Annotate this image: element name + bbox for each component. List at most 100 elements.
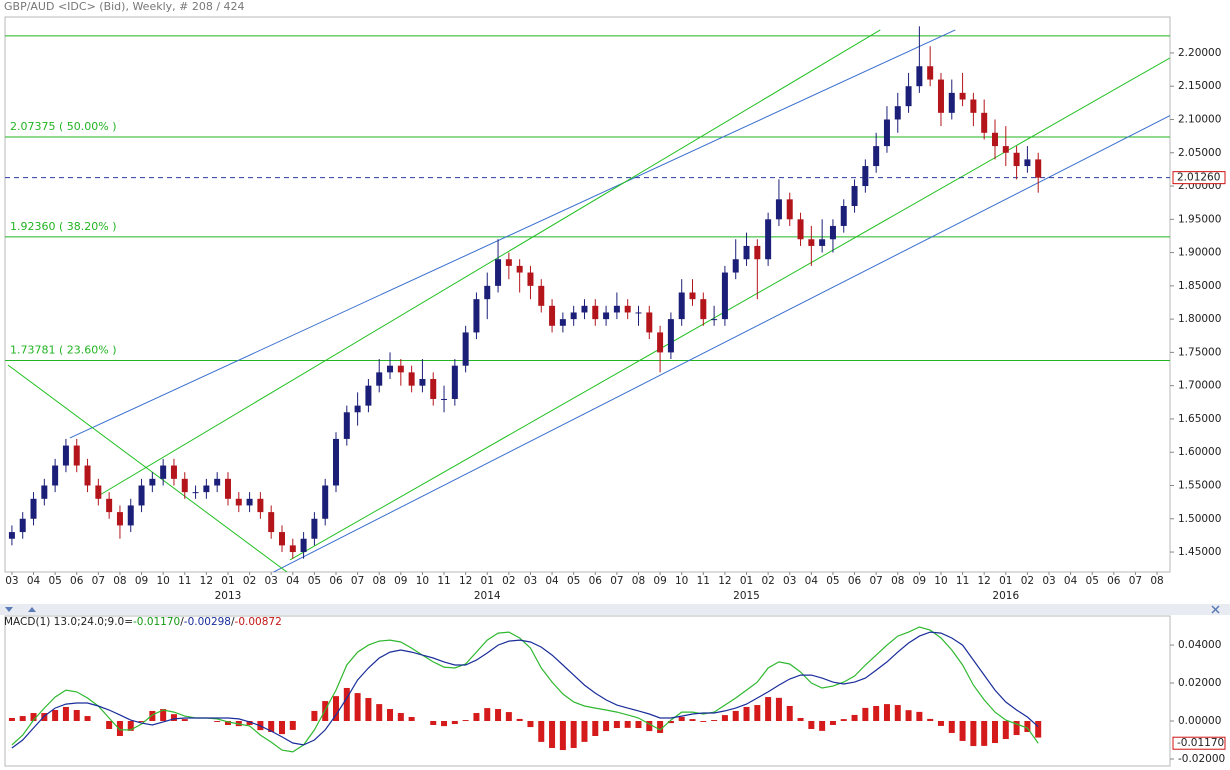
macd-plot (8, 626, 1042, 753)
macd-line (11, 626, 1039, 753)
histogram-bar (613, 721, 620, 729)
candle-body (387, 365, 394, 373)
macd-panel (4, 615, 1171, 767)
histogram-bar (224, 721, 231, 725)
histogram-bar (106, 721, 113, 729)
candle-body (1035, 159, 1042, 178)
candle-body (937, 79, 944, 113)
candle-body (268, 512, 275, 533)
histogram-bar (873, 706, 880, 721)
year-label: 2016 (992, 590, 1019, 602)
candle-body (635, 312, 642, 314)
candle-body (786, 199, 793, 220)
signal-line (11, 631, 1039, 749)
histogram-bar (441, 721, 448, 727)
candle-body (948, 92, 955, 113)
x-tick-label: 12 (978, 575, 991, 587)
last-value-box (1172, 736, 1226, 750)
candle-body (235, 498, 242, 506)
trend-line (99, 29, 881, 496)
macd-value: -0.00298 (184, 616, 231, 628)
histogram-bar (181, 719, 188, 721)
candle-body (808, 239, 815, 246)
y-tick-label: 1.80000 (1178, 313, 1221, 325)
price-panel (4, 16, 1171, 573)
x-tick-label: 03 (1042, 575, 1055, 587)
fib-label: 2.07375 ( 50.00% ) (10, 120, 117, 133)
candle-body (354, 405, 361, 413)
year-label: 2014 (474, 590, 501, 602)
candle-body (646, 312, 653, 333)
histogram-bar (30, 713, 37, 721)
candle-body (343, 412, 350, 439)
candle-body (52, 465, 59, 486)
candle-body (160, 465, 167, 479)
candle-body (73, 445, 80, 466)
histogram-bar (754, 705, 761, 721)
x-tick-label: 11 (956, 575, 969, 587)
candle-body (30, 498, 37, 519)
histogram-bar (991, 721, 998, 744)
candle-body (441, 398, 448, 400)
histogram-bar (127, 721, 134, 731)
candle-body (84, 465, 91, 486)
x-tick-label: 05 (308, 575, 321, 587)
histogram-bar (311, 710, 318, 721)
y-tick-label: 0.00000 (1178, 715, 1221, 727)
histogram-bar (516, 718, 523, 721)
histogram-bar (1024, 721, 1031, 733)
candle-body (613, 305, 620, 313)
histogram-bar (883, 704, 890, 721)
candle-body (700, 299, 707, 320)
candle-body (732, 259, 739, 273)
x-tick-label: 06 (1107, 575, 1121, 587)
y-tick-label: 1.50000 (1178, 513, 1221, 525)
candle-body (840, 205, 847, 226)
close-panel[interactable] (1211, 605, 1220, 614)
candle-body (127, 505, 134, 526)
histogram-bar (624, 721, 631, 728)
histogram-bar (462, 720, 469, 721)
histogram-bar (775, 697, 782, 721)
x-tick-label: 11 (697, 575, 710, 587)
histogram-bar (116, 721, 123, 736)
trend-line (69, 29, 956, 439)
x-tick-label: 07 (351, 575, 364, 587)
candle-body (19, 518, 26, 533)
y-tick-label: 1.55000 (1178, 479, 1221, 491)
candle-body (873, 146, 880, 167)
histogram-bar (840, 719, 847, 721)
x-tick-label: 04 (1064, 575, 1078, 587)
candle-body (851, 186, 858, 206)
candle-body (883, 119, 890, 147)
macd-header: MACD(1) 13.0;24.0;9.0=-0.01170/-0.00298/… (4, 616, 282, 628)
y-tick-label: 1.45000 (1178, 546, 1221, 558)
candle-body (170, 465, 177, 479)
histogram-bar (981, 721, 988, 746)
histogram-bar (376, 704, 383, 721)
candle-body (1013, 152, 1020, 167)
splitter-arrows[interactable] (5, 607, 36, 612)
x-tick-label: 12 (200, 575, 213, 587)
histogram-bar (1035, 721, 1042, 738)
splitter[interactable] (0, 604, 1230, 615)
candle-body (462, 332, 469, 366)
candle-body (224, 478, 231, 499)
candle-body (657, 332, 664, 353)
candle-body (311, 518, 318, 539)
macd-value: -0.01170 (133, 616, 180, 628)
candle-body (408, 372, 415, 386)
candle-body (62, 445, 69, 466)
histogram-bar (84, 716, 91, 721)
candle-body (592, 305, 599, 320)
x-tick-label: 07 (92, 575, 105, 587)
histogram-bar (948, 721, 955, 733)
histogram-bar (473, 713, 480, 721)
year-label: 2015 (733, 590, 760, 602)
histogram-bar (430, 721, 437, 725)
candle-body (959, 92, 966, 100)
histogram-bar (894, 705, 901, 721)
candle-body (246, 498, 253, 506)
x-tick-label: 03 (264, 575, 277, 587)
